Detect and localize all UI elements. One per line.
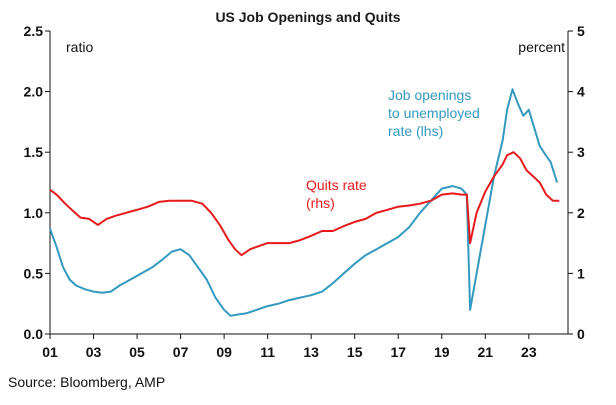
y-left-tick-label: 1.0 (24, 205, 44, 221)
y-right-tick-label: 2 (577, 205, 585, 221)
x-tick-label: 17 (390, 344, 406, 360)
y-right-tick-label: 1 (577, 265, 585, 281)
series-group (49, 88, 560, 317)
chart-axes (49, 31, 569, 335)
x-tick-label: 15 (347, 344, 363, 360)
y-left-tick-label: 0.0 (24, 326, 44, 342)
y-right-tick-label: 5 (577, 23, 585, 39)
job-openings-annotation-line: Job openings (388, 87, 471, 103)
x-tick-label: 05 (129, 344, 145, 360)
x-tick-label: 19 (434, 344, 450, 360)
y-right-tick-label: 4 (577, 84, 585, 100)
y-right-tick-label: 3 (577, 144, 585, 160)
x-tick-label: 21 (478, 344, 494, 360)
source-note: Source: Bloomberg, AMP (8, 374, 166, 390)
x-tick-label: 01 (42, 344, 58, 360)
y-left-tick-label: 2.5 (24, 23, 44, 39)
annotation-group: Job openings to unemployed rate (lhs) Quits… (306, 87, 480, 211)
y-left-tick-label: 0.5 (24, 265, 44, 281)
left-axis-unit: ratio (66, 39, 93, 55)
y-left-tick-label: 2.0 (24, 84, 44, 100)
quits-rate-annotation-line: (rhs) (306, 195, 335, 211)
quits-rate-annotation-line: Quits rate (306, 177, 367, 193)
x-tick-label: 03 (86, 344, 102, 360)
x-tick-label: 11 (260, 344, 275, 360)
x-tick-label: 07 (173, 344, 189, 360)
job-openings-annotation-line: rate (lhs) (388, 123, 443, 139)
y-left-tick-label: 1.5 (24, 144, 44, 160)
right-axis-unit: percent (518, 39, 565, 55)
quits-rate-line (49, 151, 560, 257)
x-tick-label: 09 (216, 344, 232, 360)
job-openings-ratio-line (49, 88, 559, 317)
chart-svg: US Job Openings and Quits ratio percent … (24, 9, 585, 360)
y-right-tick-label: 0 (577, 326, 585, 342)
x-tick-label: 23 (521, 344, 537, 360)
chart-title: US Job Openings and Quits (215, 9, 400, 25)
x-tick-label: 13 (303, 344, 319, 360)
job-openings-annotation-line: to unemployed (388, 105, 480, 121)
